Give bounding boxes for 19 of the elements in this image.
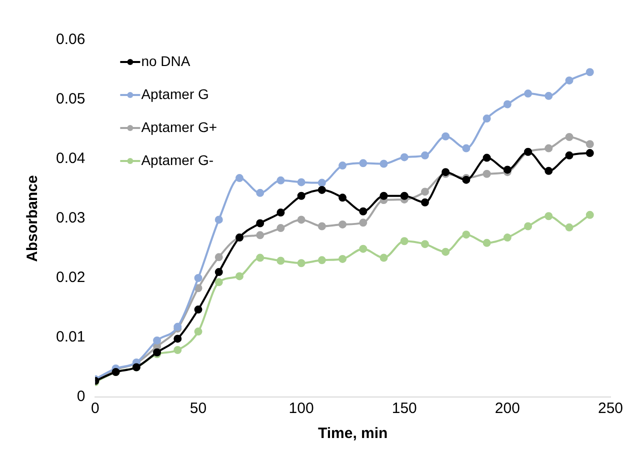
legend-label: Aptamer G+ — [141, 118, 218, 135]
y-tick-label: 0.01 — [56, 328, 86, 346]
y-tick-label: 0.03 — [56, 210, 86, 227]
x-tick-label: 200 — [494, 400, 520, 418]
legend-label: no DNA — [141, 52, 191, 69]
legend-label: Aptamer G- — [141, 152, 214, 168]
x-tick-label: 150 — [392, 400, 417, 418]
y-tick-label: 0.06 — [56, 31, 86, 48]
y-tick-label: 0.02 — [56, 269, 86, 286]
y-tick-label: 0.05 — [56, 90, 86, 108]
y-axis-title: Absorbance — [24, 175, 42, 262]
x-tick-label: 250 — [598, 400, 623, 418]
x-axis-title: Time, min — [318, 425, 388, 442]
x-tick-label: 50 — [190, 400, 207, 418]
y-tick-label: 0.04 — [56, 150, 86, 168]
legend-label: Aptamer G — [141, 86, 209, 102]
x-tick-label: 100 — [288, 400, 314, 418]
x-tick-label: 0 — [91, 400, 100, 418]
y-tick-label: 0 — [76, 388, 86, 406]
